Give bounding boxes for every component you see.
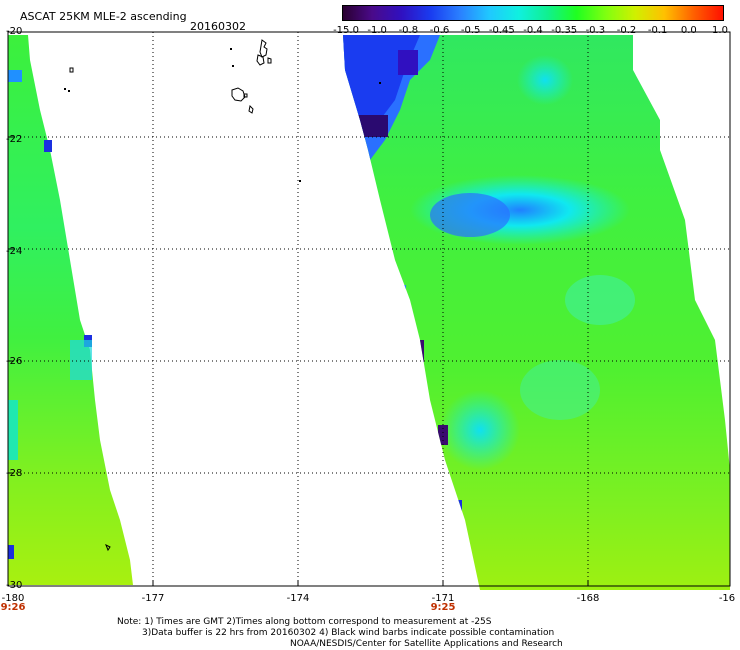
- lat-label: -24: [6, 246, 23, 257]
- left-swath-patch: [8, 70, 22, 82]
- lon-label: -180: [1, 593, 25, 604]
- left-swath: [8, 35, 133, 585]
- plot-frame: [7, 31, 731, 587]
- note-line-2: 3)Data buffer is 22 hrs from 20160302 4)…: [142, 628, 555, 638]
- colorbar-label: -0.2: [616, 25, 637, 36]
- lat-label: -20: [6, 26, 23, 37]
- lat-label: -22: [6, 134, 23, 145]
- time-label: 9:26: [0, 602, 26, 613]
- lon-label: -171: [431, 593, 455, 604]
- lon-label: -174: [286, 593, 310, 604]
- map-date: 20160302: [190, 20, 246, 33]
- right-swath: [343, 35, 730, 590]
- lat-label: -30: [6, 580, 23, 591]
- colorbar-label: 1.0: [712, 25, 728, 36]
- island-outlines: [69, 39, 272, 552]
- colorbar-label: -0.35: [551, 25, 578, 36]
- lat-label: -26: [6, 356, 23, 367]
- colorbar-label: -0.5: [460, 25, 481, 36]
- lat-label: -28: [6, 468, 23, 479]
- lon-label: -16: [718, 593, 736, 604]
- map-title: ASCAT 25KM MLE-2 ascending: [20, 10, 187, 23]
- left-swath-patch: [8, 545, 14, 559]
- left-swath-patch: [44, 140, 52, 152]
- left-swath-patch: [8, 400, 18, 460]
- colorbar-label: -1.0: [367, 25, 387, 36]
- graticule: [8, 32, 730, 586]
- colorbar-label: -15.0: [333, 25, 359, 36]
- colorbar-label: 0.0: [680, 25, 697, 36]
- note-line-1: Note: 1) Times are GMT 2)Times along bot…: [117, 617, 492, 627]
- lon-label: -177: [141, 593, 165, 604]
- island-dots: [64, 48, 381, 182]
- colorbar-label: -0.8: [398, 25, 419, 36]
- colorbar-label: -0.4: [523, 25, 543, 36]
- axis-ticks: [8, 31, 589, 586]
- note-line-3: NOAA/NESDIS/Center for Satellite Applica…: [290, 639, 563, 649]
- colorbar-label: -0.6: [429, 25, 450, 36]
- lon-label: -168: [576, 593, 600, 604]
- colorbar-label: -0.1: [647, 25, 668, 36]
- time-label: 9:25: [430, 602, 456, 613]
- colorbar: [342, 5, 724, 21]
- colorbar-label: -0.45: [488, 25, 515, 36]
- colorbar-label: -0.3: [585, 25, 606, 36]
- left-swath-patch: [70, 340, 92, 380]
